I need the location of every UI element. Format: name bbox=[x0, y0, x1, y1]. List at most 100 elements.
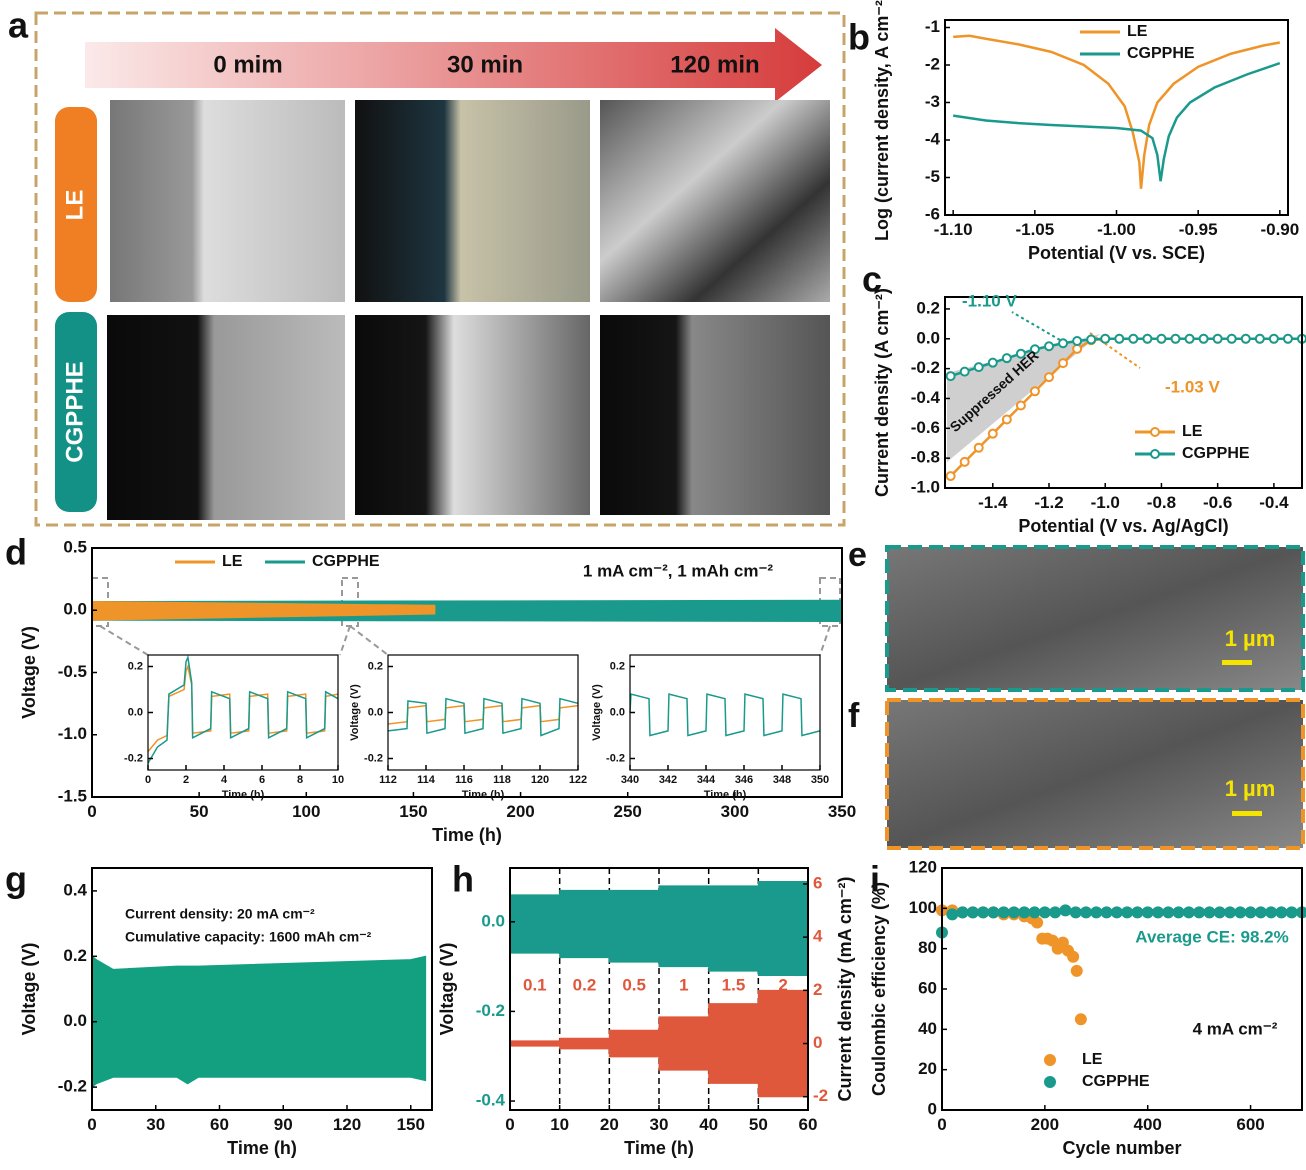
x-tick-label: 112 bbox=[379, 774, 397, 786]
point bbox=[1080, 906, 1092, 918]
x-axis-label: Time (h) bbox=[432, 825, 502, 845]
marker bbox=[947, 472, 955, 480]
marker bbox=[1157, 335, 1165, 343]
y-tick-label: 0.0 bbox=[368, 706, 383, 718]
x-tick-label: 40 bbox=[699, 1115, 718, 1134]
x-tick-label: 60 bbox=[210, 1115, 229, 1134]
y-tick-label: -0.8 bbox=[911, 448, 940, 467]
point bbox=[1275, 906, 1287, 918]
annotation: Cumulative capacity: 1600 mAh cm⁻² bbox=[125, 929, 372, 945]
panel-letter: c bbox=[862, 259, 882, 300]
y-tick-label: 0.2 bbox=[128, 660, 143, 672]
y-tick-label: -1.0 bbox=[911, 477, 940, 496]
row-label: CGPPHE bbox=[61, 361, 88, 462]
y-tick-label: 0.0 bbox=[63, 600, 87, 619]
marker bbox=[1073, 345, 1081, 353]
x-tick-label: 250 bbox=[614, 802, 642, 821]
annotation: -1.10 V bbox=[962, 291, 1017, 310]
y-tick-label: 0.0 bbox=[128, 706, 143, 718]
x-tick-label: 346 bbox=[735, 774, 753, 786]
panel-letter: b bbox=[848, 17, 870, 58]
time-label: 0 mim bbox=[213, 51, 282, 78]
photo bbox=[110, 100, 345, 302]
y-axis-label: Voltage (V) bbox=[19, 626, 39, 719]
point bbox=[1090, 906, 1102, 918]
y-tick-label: -1 bbox=[925, 17, 940, 36]
x-tick-label: 120 bbox=[333, 1115, 361, 1134]
x-tick-label: 342 bbox=[659, 774, 677, 786]
marker bbox=[1242, 335, 1250, 343]
marker bbox=[1228, 335, 1236, 343]
panel-letter: i bbox=[870, 859, 880, 900]
time-label: 30 min bbox=[447, 51, 523, 78]
x-tick-label: -0.8 bbox=[1147, 493, 1176, 512]
legend-marker bbox=[1044, 1054, 1056, 1066]
legend-label: CGPPHE bbox=[1127, 45, 1195, 62]
annotation: Current density: 20 mA cm⁻² bbox=[125, 906, 315, 922]
x-tick-label: 344 bbox=[697, 774, 716, 786]
panel-e: e 1 µm bbox=[848, 536, 1303, 690]
y-tick-label: -2 bbox=[925, 54, 940, 73]
photo bbox=[355, 100, 590, 302]
marker bbox=[1101, 335, 1109, 343]
photo bbox=[600, 315, 830, 515]
x-tick-label: 0 bbox=[145, 774, 151, 786]
y-axis-label: Voltage (V) bbox=[437, 943, 457, 1036]
x-axis-label: Time (h) bbox=[227, 1138, 297, 1158]
x-tick-label: 340 bbox=[621, 774, 639, 786]
marker bbox=[989, 430, 997, 438]
y-tick-label: 0.2 bbox=[63, 946, 87, 965]
legend-label: CGPPHE bbox=[1082, 1073, 1150, 1090]
x-axis-label: Potential (V vs. Ag/AgCl) bbox=[1018, 516, 1228, 536]
x-tick-label: -0.6 bbox=[1203, 493, 1232, 512]
panel-f: f 1 µm bbox=[848, 697, 1303, 848]
marker bbox=[975, 363, 983, 371]
marker bbox=[1186, 335, 1194, 343]
sem-image bbox=[887, 547, 1303, 690]
x-tick-label: 50 bbox=[190, 802, 209, 821]
point bbox=[1245, 906, 1257, 918]
annotation: -1.03 V bbox=[1165, 377, 1220, 396]
marker bbox=[1003, 354, 1011, 362]
point bbox=[1265, 906, 1277, 918]
y-tick-label: -1.5 bbox=[58, 786, 87, 805]
x-tick-label: -1.05 bbox=[1015, 220, 1054, 239]
x-axis-label: Time (h) bbox=[222, 789, 265, 801]
legend-marker bbox=[1151, 450, 1159, 458]
panel-letter: e bbox=[848, 536, 867, 574]
point bbox=[1152, 906, 1164, 918]
point bbox=[967, 906, 979, 918]
y-tick-label: -0.2 bbox=[911, 358, 940, 377]
point bbox=[1071, 965, 1083, 977]
y-tick-label: -0.2 bbox=[476, 1001, 505, 1020]
x-tick-label: 120 bbox=[531, 774, 549, 786]
y-axis-label: Log (current density, A cm⁻²) bbox=[872, 0, 892, 241]
y-tick-label: -0.2 bbox=[58, 1077, 87, 1096]
point bbox=[1067, 951, 1079, 963]
point bbox=[1214, 906, 1226, 918]
photo bbox=[355, 315, 590, 515]
point bbox=[946, 908, 958, 920]
marker bbox=[1284, 335, 1292, 343]
point bbox=[1203, 906, 1215, 918]
marker bbox=[947, 372, 955, 380]
x-tick-label: -0.90 bbox=[1260, 220, 1299, 239]
legend-label: LE bbox=[222, 553, 243, 570]
point bbox=[1018, 906, 1030, 918]
marker bbox=[1270, 335, 1278, 343]
point bbox=[1255, 906, 1267, 918]
segment-label: 1 bbox=[679, 975, 688, 994]
point bbox=[998, 906, 1010, 918]
segment-label: 1.5 bbox=[722, 975, 746, 994]
plot-frame bbox=[945, 20, 1288, 215]
panel-a: 0 mim 30 min 120 min a LE CGPPHE bbox=[8, 5, 844, 525]
point bbox=[1162, 906, 1174, 918]
y-tick-label: -0.2 bbox=[606, 752, 625, 764]
band bbox=[510, 881, 808, 975]
x-tick-label: -1.0 bbox=[1091, 493, 1120, 512]
y-tick-label: 80 bbox=[918, 938, 937, 957]
x-tick-label: 118 bbox=[493, 774, 511, 786]
x-tick-label: 116 bbox=[455, 774, 473, 786]
x-tick-label: 100 bbox=[292, 802, 320, 821]
y-tick-label: 0.0 bbox=[481, 911, 505, 930]
